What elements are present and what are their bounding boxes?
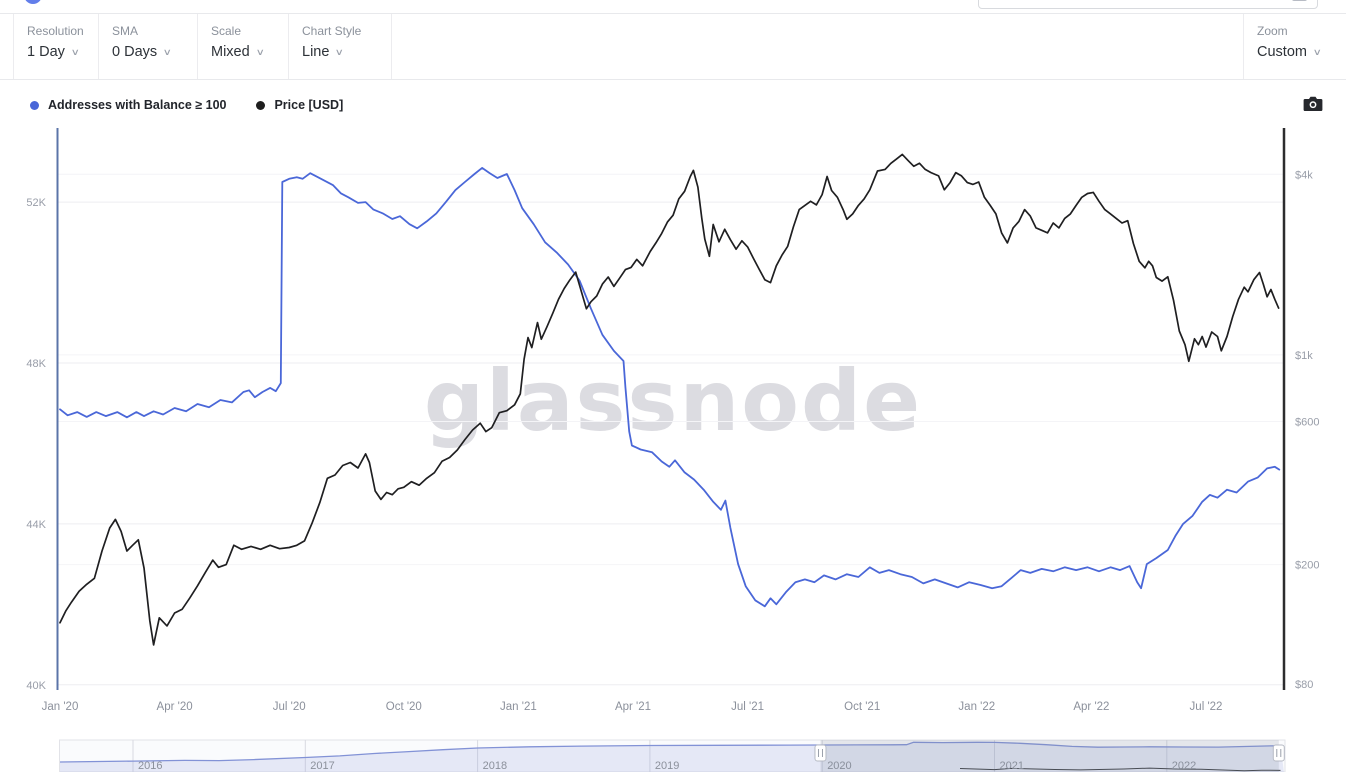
minimap-price-line	[959, 767, 1281, 772]
chart-style-control[interactable]: Chart Style Line ∨	[288, 14, 392, 79]
minimap-area-fill	[60, 742, 1284, 772]
chevron-down-icon: ∨	[1312, 46, 1322, 57]
date-range-picker[interactable]: 01.01.2020 28.08.2022	[978, 0, 1318, 9]
chart-toolbar: Resolution 1 Day ∨ SMA 0 Days ∨ Scale Mi…	[0, 13, 1346, 80]
series-lines	[59, 153, 1281, 646]
minimap-brush-selection[interactable]	[820, 740, 1279, 772]
right-axis-tick-labels: $4k $1k $600 $200 $80	[1295, 169, 1319, 691]
x-axis-label: Jul '21	[731, 701, 764, 713]
x-axis-label: Apr '21	[615, 701, 651, 713]
left-axis-tick-labels: 52K 48K 44K 40K	[26, 197, 46, 692]
right-axis-label: $80	[1295, 679, 1313, 691]
calendar-icon[interactable]	[1292, 0, 1307, 1]
right-axis-label: $600	[1295, 416, 1319, 428]
axis-lines	[56, 128, 1286, 690]
zoom-value: Custom	[1257, 44, 1307, 60]
legend-item-addresses[interactable]: Addresses with Balance ≥ 100	[30, 98, 226, 112]
left-axis-label: 40K	[26, 680, 46, 692]
minimap-brush-handle-right-grip[interactable]	[1272, 744, 1285, 762]
x-axis-label: Jan '21	[500, 701, 537, 713]
scale-dropdown[interactable]: Mixed ∨	[211, 44, 288, 60]
ethereum-icon: ◆	[24, 0, 42, 4]
minimap-year-label: 2020	[827, 760, 851, 772]
x-axis-tick-labels: Jan '20 Apr '20 Jul '20 Oct '20 Jan '21 Apr '…	[42, 701, 1223, 713]
minimap-addresses-line	[60, 741, 1281, 763]
resolution-label: Resolution	[27, 24, 84, 38]
zoom-label: Zoom	[1257, 24, 1288, 38]
scale-control[interactable]: Scale Mixed ∨	[197, 14, 288, 79]
x-axis-label: Jan '20	[42, 701, 79, 713]
chevron-down-icon: ∨	[162, 46, 173, 57]
x-axis-label: Jul '20	[273, 701, 306, 713]
chart-style-dropdown[interactable]: Line ∨	[302, 44, 391, 60]
minimap-brush-handle-left-grip[interactable]	[814, 744, 827, 762]
header: ◆ Ethereum: Number of Addresses with Bal…	[0, 0, 1346, 13]
sma-value: 0 Days	[112, 44, 158, 60]
minimap-year-label: 2018	[483, 760, 507, 772]
minimap-year-label: 2021	[1000, 760, 1024, 772]
chevron-down-icon: ∨	[70, 46, 80, 57]
left-axis-label: 52K	[26, 197, 46, 209]
chevron-down-icon: ∨	[335, 46, 345, 57]
minimap-year-label: 2019	[655, 760, 679, 772]
minimap-brush-handle-right[interactable]	[1272, 744, 1285, 762]
minimap-brush-handle-left[interactable]	[814, 744, 827, 762]
camera-screenshot-button[interactable]	[1302, 94, 1324, 114]
page-title: Ethereum: Number of Addresses with Balan…	[52, 0, 436, 4]
legend-dot-addresses	[30, 100, 39, 110]
minimap: 2016 2017 2018 2019 2020 2021 2022	[59, 739, 1286, 772]
gridlines	[58, 173, 1283, 686]
chevron-down-icon: ∨	[255, 46, 265, 57]
chart-style-value: Line	[302, 44, 330, 60]
date-to-input[interactable]: 28.08.2022	[1134, 0, 1199, 1]
minimap-year-label: 2016	[138, 760, 162, 772]
price-line	[59, 153, 1280, 646]
x-axis-label: Oct '21	[844, 701, 880, 713]
resolution-control[interactable]: Resolution 1 Day ∨	[13, 14, 98, 79]
zoom-dropdown[interactable]: Custom ∨	[1257, 44, 1346, 60]
legend-label-price: Price [USD]	[274, 98, 344, 112]
x-axis-label: Jan '22	[958, 701, 995, 713]
legend-dot-price	[256, 100, 266, 110]
right-axis-label: $1k	[1295, 350, 1313, 362]
left-axis-label: 44K	[26, 519, 46, 531]
sma-label: SMA	[112, 24, 139, 38]
addresses-line	[59, 166, 1281, 608]
chart-legend: Addresses with Balance ≥ 100 Price [USD]	[0, 88, 1346, 122]
sma-control[interactable]: SMA 0 Days ∨	[98, 14, 197, 79]
left-axis-label: 48K	[26, 358, 46, 370]
minimap-year-label: 2022	[1172, 760, 1196, 772]
right-axis-label: $200	[1295, 560, 1319, 572]
x-axis-label: Oct '20	[386, 701, 422, 713]
camera-icon	[1303, 96, 1323, 111]
zoom-control[interactable]: Zoom Custom ∨	[1243, 14, 1346, 79]
scale-label: Scale	[211, 24, 242, 38]
right-axis-label: $4k	[1295, 169, 1313, 181]
x-axis-label: Apr '20	[157, 701, 193, 713]
scale-value: Mixed	[211, 44, 250, 60]
resolution-dropdown[interactable]: 1 Day ∨	[27, 44, 98, 60]
chart-style-label: Chart Style	[302, 24, 362, 38]
minimap-year-label: 2017	[310, 760, 334, 772]
legend-label-addresses: Addresses with Balance ≥ 100	[48, 98, 227, 112]
resolution-value: 1 Day	[27, 44, 65, 60]
x-axis-label: Jul '22	[1190, 701, 1223, 713]
sma-dropdown[interactable]: 0 Days ∨	[112, 44, 197, 60]
minimap-content: 2016 2017 2018 2019 2020 2021 2022	[60, 740, 1284, 772]
x-axis-label: Apr '22	[1073, 701, 1109, 713]
legend-item-price[interactable]: Price [USD]	[256, 98, 343, 112]
date-from-input[interactable]: 01.01.2020	[997, 0, 1062, 1]
